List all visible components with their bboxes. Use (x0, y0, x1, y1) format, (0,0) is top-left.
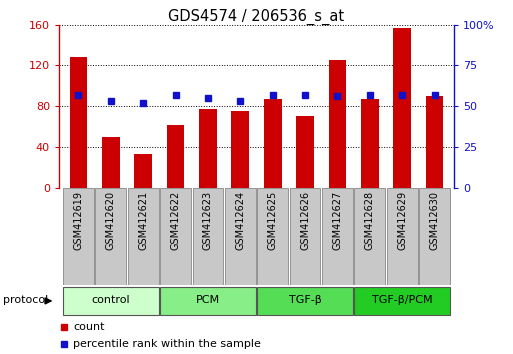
Bar (192, 188, 223, 285)
Bar (258, 188, 288, 285)
Text: protocol: protocol (3, 295, 48, 305)
Bar (134, 154, 152, 188)
Bar (63, 287, 159, 315)
Text: GSM412628: GSM412628 (365, 190, 375, 250)
Bar (167, 125, 185, 188)
Bar (322, 188, 353, 285)
Bar (95, 188, 126, 285)
Text: GSM412630: GSM412630 (429, 190, 440, 250)
Bar (387, 188, 418, 285)
Text: control: control (91, 295, 130, 305)
Bar (393, 28, 411, 188)
Text: GSM412621: GSM412621 (138, 190, 148, 250)
Text: GSM412629: GSM412629 (397, 190, 407, 250)
Bar (354, 287, 450, 315)
Bar (426, 96, 443, 188)
Bar (296, 116, 314, 188)
Text: GSM412623: GSM412623 (203, 190, 213, 250)
Bar (225, 188, 255, 285)
Text: GSM412625: GSM412625 (268, 190, 278, 250)
Bar (160, 287, 255, 315)
Text: GSM412627: GSM412627 (332, 190, 343, 250)
Bar (264, 99, 282, 188)
Text: GSM412619: GSM412619 (73, 190, 84, 250)
Bar (328, 61, 346, 188)
Bar (419, 188, 450, 285)
Text: TGF-β/PCM: TGF-β/PCM (372, 295, 432, 305)
Text: GSM412624: GSM412624 (235, 190, 245, 250)
Text: percentile rank within the sample: percentile rank within the sample (73, 338, 261, 349)
Text: GSM412622: GSM412622 (170, 190, 181, 250)
Bar (63, 188, 94, 285)
Bar (160, 188, 191, 285)
Bar (128, 188, 159, 285)
Bar (354, 188, 385, 285)
Text: count: count (73, 322, 105, 332)
Text: GDS4574 / 206536_s_at: GDS4574 / 206536_s_at (168, 9, 345, 25)
Bar (231, 111, 249, 188)
Text: PCM: PCM (196, 295, 220, 305)
Bar (290, 188, 321, 285)
Text: TGF-β: TGF-β (289, 295, 322, 305)
Bar (102, 137, 120, 188)
Text: GSM412620: GSM412620 (106, 190, 116, 250)
Bar (199, 109, 217, 188)
Bar (361, 99, 379, 188)
Text: GSM412626: GSM412626 (300, 190, 310, 250)
Bar (70, 57, 87, 188)
Bar (258, 287, 353, 315)
